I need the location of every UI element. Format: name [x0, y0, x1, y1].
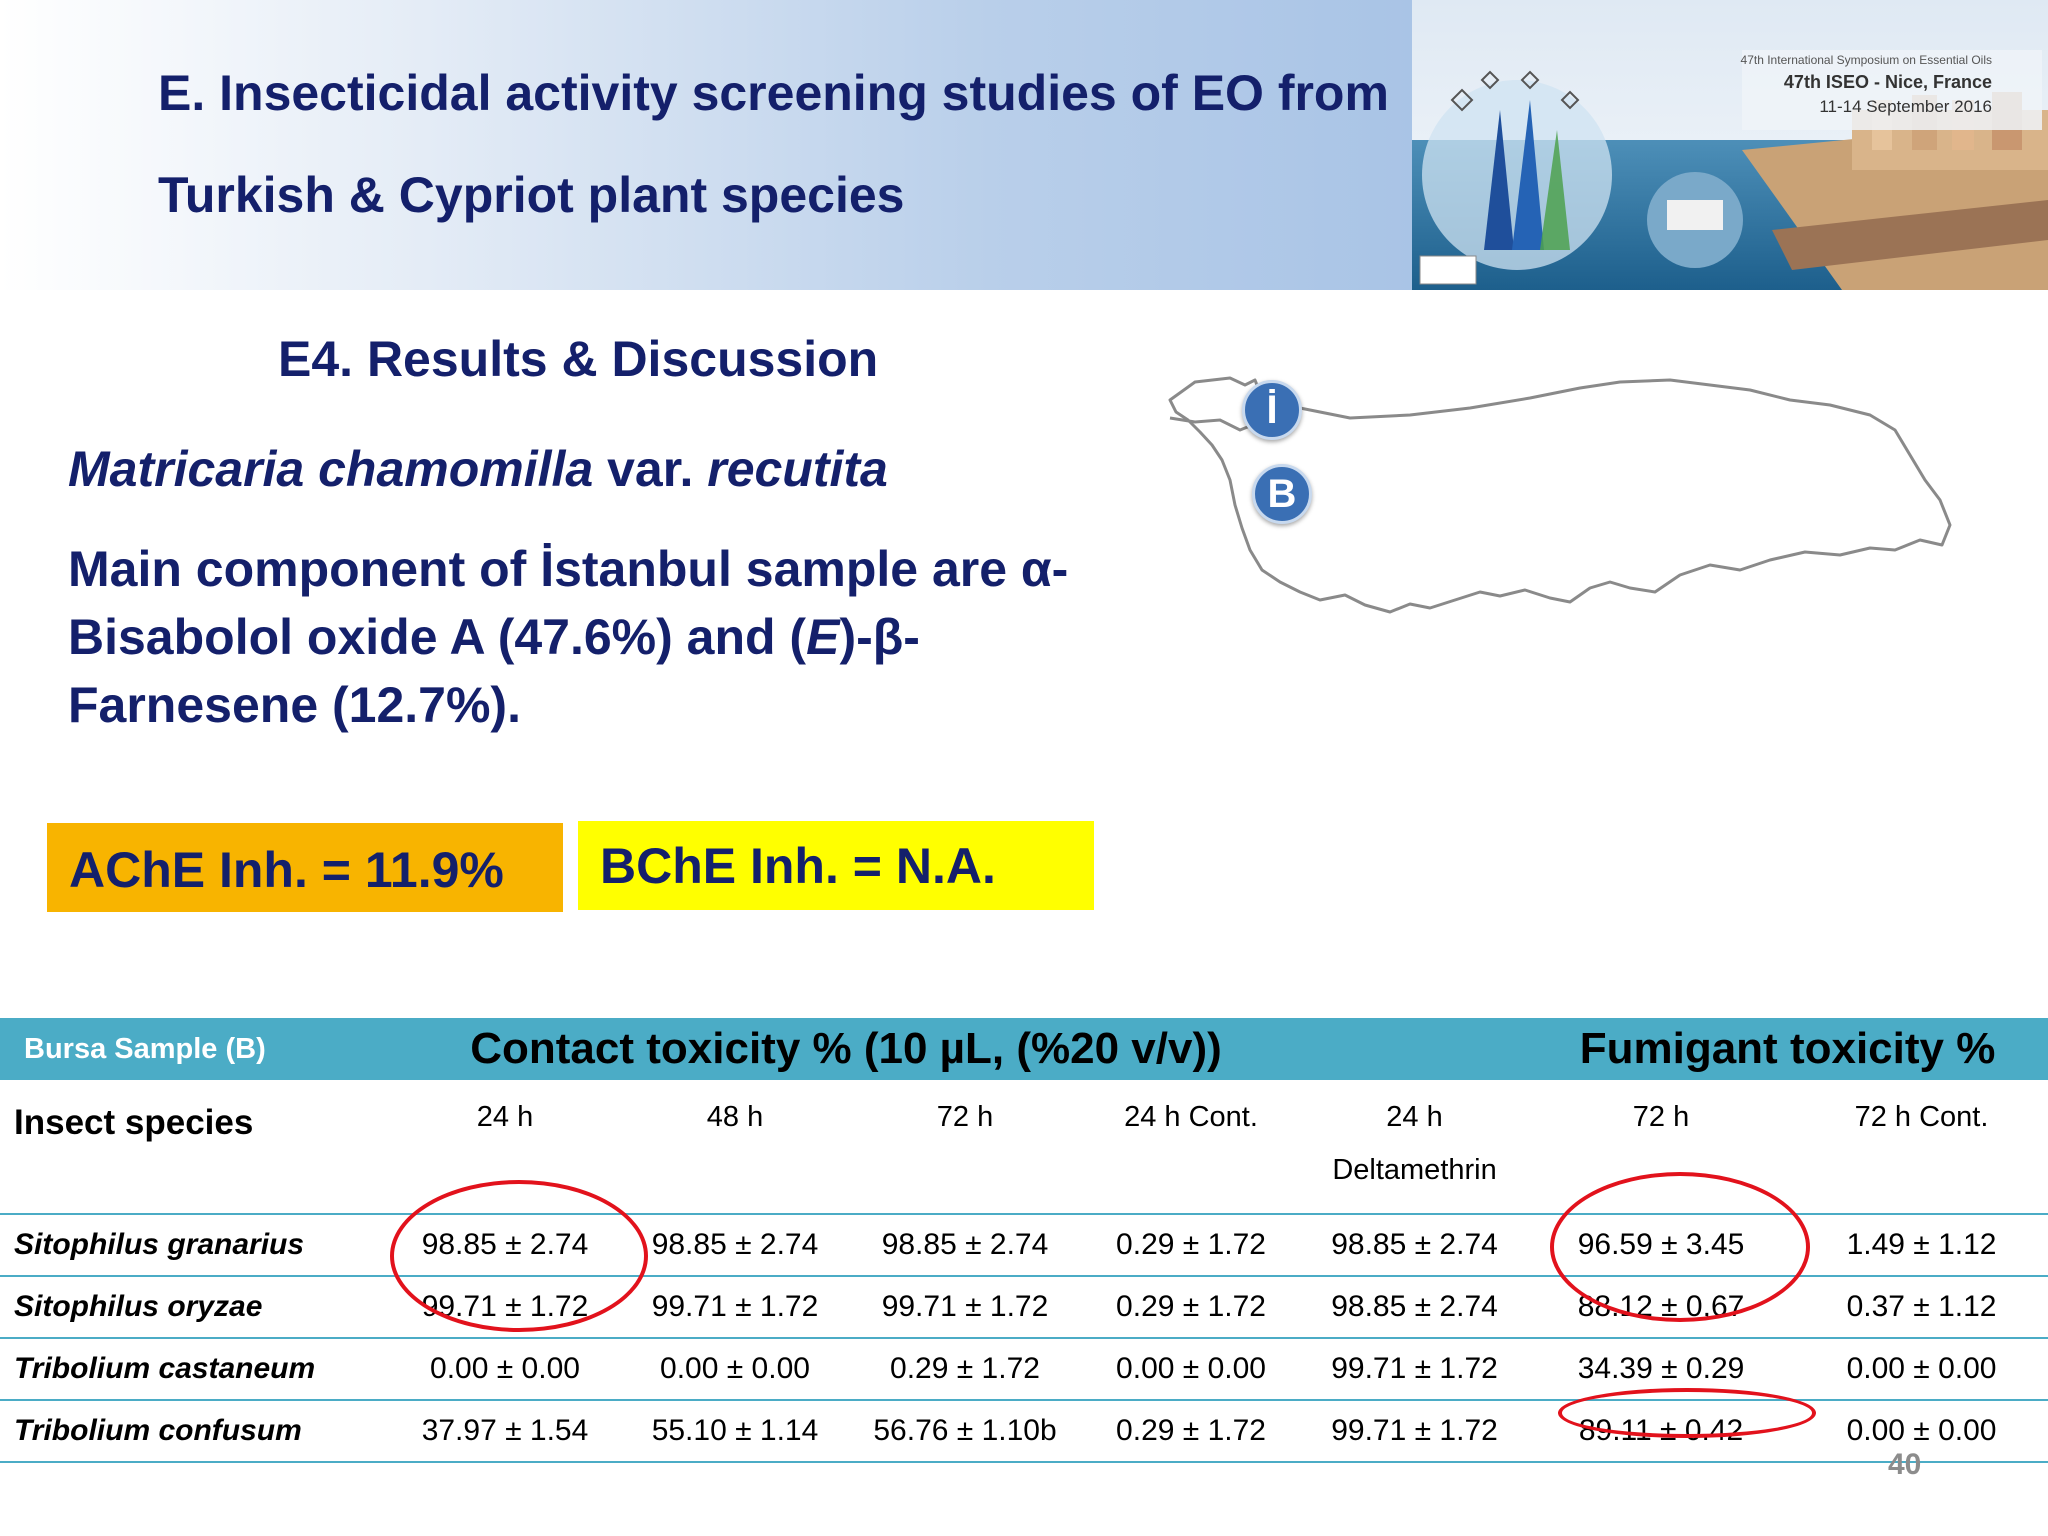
value-cell: 0.00 ± 0.00 [620, 1338, 850, 1401]
bursa-marker: B [1252, 464, 1312, 524]
value-cell: 37.97 ± 1.54 [390, 1400, 620, 1463]
species-cell: Tribolium confusum [0, 1400, 390, 1463]
highlight-ellipse-fumigant [1550, 1172, 1810, 1322]
value-cell: 0.29 ± 1.72 [1080, 1400, 1303, 1463]
conference-banner-image: 47th International Symposium on Essentia… [1412, 0, 2048, 290]
species-cell: Tribolium castaneum [0, 1338, 390, 1401]
species-genus: Matricaria chamomilla [68, 441, 594, 497]
species-name: Matricaria chamomilla var. recutita [68, 440, 888, 498]
value-cell: 1.49 ± 1.12 [1795, 1214, 2048, 1277]
value-cell: 98.85 ± 2.74 [1302, 1214, 1528, 1277]
value-cell: 99.71 ± 1.72 [1302, 1338, 1528, 1401]
deltamethrin-label: Deltamethrin [1332, 1154, 1497, 1186]
main-component-prefix: Main component of İstanbul sample are α-… [68, 541, 1069, 665]
value-cell: 99.71 ± 1.72 [620, 1276, 850, 1339]
ache-inhibition-box: AChE Inh. = 11.9% [47, 823, 563, 912]
species-cell: Sitophilus oryzae [0, 1276, 390, 1339]
value-cell: 99.71 ± 1.72 [850, 1276, 1080, 1339]
highlight-ellipse-confusum [1558, 1388, 1816, 1438]
turkey-map: İ B [1150, 360, 2048, 660]
banner-text-line3: 11-14 September 2016 [1819, 97, 1992, 116]
value-cell: 0.37 ± 1.12 [1795, 1276, 2048, 1339]
column-header-deltamethrin: 24 h Deltamethrin [1302, 1081, 1528, 1215]
slide-title-line1: E. Insecticidal activity screening studi… [158, 65, 1389, 121]
column-header: 24 h Cont. [1080, 1081, 1303, 1215]
insect-species-header: Insect species [0, 1081, 390, 1215]
table-row: Tribolium castaneum 0.00 ± 0.00 0.00 ± 0… [0, 1338, 2048, 1401]
value-cell: 0.00 ± 0.00 [1795, 1338, 2048, 1401]
value-cell: 0.00 ± 0.00 [1080, 1338, 1303, 1401]
value-cell: 0.29 ± 1.72 [1080, 1214, 1303, 1277]
value-cell: 0.29 ± 1.72 [850, 1338, 1080, 1401]
column-header-row: Insect species 24 h 48 h 72 h 24 h Cont.… [0, 1081, 2048, 1215]
contact-toxicity-title: Contact toxicity % (10 µL, (%20 v/v)) [390, 1018, 1303, 1083]
banner-text-line1: 47th International Symposium on Essentia… [1741, 53, 1992, 67]
section-subtitle: E4. Results & Discussion [278, 331, 879, 387]
slide-title-line2: Turkish & Cypriot plant species [158, 167, 905, 223]
species-cell: Sitophilus granarius [0, 1214, 390, 1277]
banner-text-line2: 47th ISEO - Nice, France [1784, 72, 1992, 92]
sample-label: Bursa Sample (B) [0, 1018, 390, 1083]
value-cell: 55.10 ± 1.14 [620, 1400, 850, 1463]
value-cell: 99.71 ± 1.72 [1302, 1400, 1528, 1463]
column-header: 48 h [620, 1081, 850, 1215]
main-component-text: Main component of İstanbul sample are α-… [68, 535, 1088, 739]
column-header: 72 h Cont. [1795, 1081, 2048, 1215]
istanbul-marker: İ [1242, 380, 1302, 440]
main-component-suffix: )-β-Farnesene (12.7%). [68, 609, 920, 733]
value-cell: 98.85 ± 2.74 [850, 1214, 1080, 1277]
value-cell: 0.29 ± 1.72 [1080, 1276, 1303, 1339]
header-band: E. Insecticidal activity screening studi… [0, 0, 1412, 290]
page-number: 40 [1888, 1448, 1922, 1481]
table-header-row: Bursa Sample (B) Contact toxicity % (10 … [0, 1018, 2048, 1083]
value-cell: 98.85 ± 2.74 [1302, 1276, 1528, 1339]
value-cell: 0.00 ± 0.00 [1795, 1400, 2048, 1463]
main-component-e: E [806, 609, 840, 665]
value-cell: 98.85 ± 2.74 [620, 1214, 850, 1277]
species-subspecies: recutita [707, 441, 888, 497]
fumigant-toxicity-title: Fumigant toxicity % [1527, 1018, 2048, 1083]
species-var: var. [593, 441, 708, 497]
highlight-ellipse-contact [390, 1180, 648, 1332]
bche-inhibition-box: BChE Inh. = N.A. [578, 821, 1094, 910]
value-cell: 0.00 ± 0.00 [390, 1338, 620, 1401]
column-header: 72 h [850, 1081, 1080, 1215]
column-header: 24 h [1386, 1101, 1443, 1133]
value-cell: 56.76 ± 1.10b [850, 1400, 1080, 1463]
